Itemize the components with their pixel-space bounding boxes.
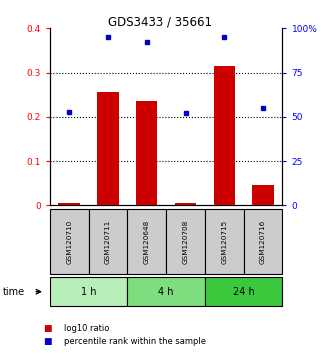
- Text: 4 h: 4 h: [158, 287, 174, 297]
- Bar: [252, 185, 274, 205]
- Text: 24 h: 24 h: [233, 287, 255, 297]
- Text: log10 ratio: log10 ratio: [64, 324, 109, 333]
- Bar: [136, 101, 157, 205]
- Bar: [97, 92, 118, 205]
- Bar: [58, 203, 80, 205]
- Text: ■: ■: [43, 324, 52, 333]
- Text: GDS3433 / 35661: GDS3433 / 35661: [108, 16, 213, 29]
- Text: percentile rank within the sample: percentile rank within the sample: [64, 337, 206, 346]
- Text: GSM120716: GSM120716: [260, 219, 266, 264]
- Bar: [175, 203, 196, 205]
- Text: GSM120715: GSM120715: [221, 219, 227, 264]
- Text: GSM120710: GSM120710: [66, 219, 72, 264]
- Text: time: time: [3, 287, 25, 297]
- Text: GSM120708: GSM120708: [183, 219, 188, 264]
- Text: 1 h: 1 h: [81, 287, 96, 297]
- Bar: [214, 66, 235, 205]
- Text: GSM120648: GSM120648: [144, 219, 150, 264]
- Text: GSM120711: GSM120711: [105, 219, 111, 264]
- Text: ■: ■: [43, 337, 52, 346]
